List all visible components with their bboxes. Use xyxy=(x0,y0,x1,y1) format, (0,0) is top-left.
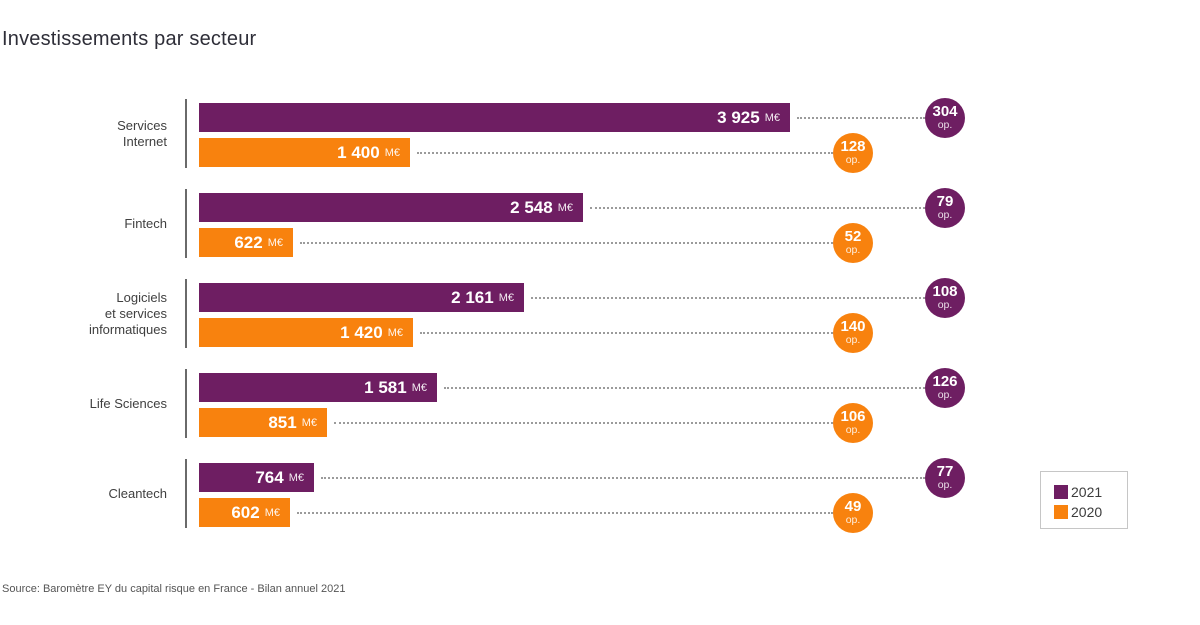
bar-unit: M€ xyxy=(301,416,317,429)
bar-2021-logiciels-et-services-informatiques: 2 161 M€ xyxy=(199,283,524,312)
bar-unit: M€ xyxy=(288,471,304,484)
operations-unit-label: op. xyxy=(937,119,953,131)
operations-count: 126 xyxy=(932,373,958,390)
operations-count: 79 xyxy=(936,193,954,210)
operations-count: 77 xyxy=(936,463,954,480)
leader-dots xyxy=(417,151,833,154)
bar-unit: M€ xyxy=(384,146,400,159)
operations-count: 52 xyxy=(844,228,862,245)
bar-value: 602 xyxy=(231,502,260,522)
chart-title: Investissements par secteur xyxy=(2,28,257,50)
bar-2021-cleantech: 764 M€ xyxy=(199,463,314,492)
operations-unit-label: op. xyxy=(845,514,861,526)
operations-circle-2020-life-sciences: 106 op. xyxy=(833,402,873,443)
operations-unit-label: op. xyxy=(937,479,953,491)
bar-unit: M€ xyxy=(498,291,514,304)
bar-value: 2 548 xyxy=(510,197,553,217)
sector-divider-line xyxy=(185,99,187,168)
bar-2021-fintech: 2 548 M€ xyxy=(199,193,583,222)
bar-unit: M€ xyxy=(557,201,573,214)
sector-label-line: et services xyxy=(104,305,167,321)
operations-unit-label: op. xyxy=(845,334,861,346)
sector-label-line: Services xyxy=(117,117,167,133)
bar-2020-life-sciences: 851 M€ xyxy=(199,408,327,437)
sector-label-cleantech: Cleantech xyxy=(0,459,167,528)
leader-dots xyxy=(420,331,833,334)
bar-unit: M€ xyxy=(411,381,427,394)
operations-unit-label: op. xyxy=(845,244,861,256)
leader-dots xyxy=(334,421,833,424)
sector-label-logiciels-et-services-informatiques: Logiciels et services informatiques xyxy=(0,279,167,348)
bar-value: 1 420 xyxy=(340,322,383,342)
sector-label-line: Cleantech xyxy=(108,485,167,501)
bar-value: 622 xyxy=(234,232,263,252)
legend-label-2021: 2021 xyxy=(1071,484,1103,500)
operations-count: 140 xyxy=(840,318,866,335)
operations-circle-2020-services-internet: 128 op. xyxy=(833,132,873,173)
legend-item-2021: 2021 xyxy=(1054,483,1127,501)
operations-circle-2020-logiciels-et-services-informatiques: 140 op. xyxy=(833,312,873,353)
source-note: Source: Baromètre EY du capital risque e… xyxy=(2,583,346,595)
bar-value: 1 400 xyxy=(337,142,380,162)
bar-unit: M€ xyxy=(764,111,780,124)
legend-item-2020: 2020 xyxy=(1054,503,1127,521)
operations-count: 106 xyxy=(840,408,866,425)
operations-unit-label: op. xyxy=(845,424,861,436)
operations-unit-label: op. xyxy=(937,389,953,401)
bar-value: 764 xyxy=(255,467,284,487)
bar-unit: M€ xyxy=(264,506,280,519)
operations-circle-2021-services-internet: 304 op. xyxy=(925,97,965,138)
sector-label-line: Fintech xyxy=(124,215,167,231)
operations-count: 128 xyxy=(840,138,866,155)
leader-dots xyxy=(300,241,833,244)
bar-unit: M€ xyxy=(387,326,403,339)
leader-dots xyxy=(590,206,925,209)
leader-dots xyxy=(444,386,925,389)
sector-label-fintech: Fintech xyxy=(0,189,167,258)
bar-value: 1 581 xyxy=(364,377,407,397)
sector-divider-line xyxy=(185,279,187,348)
bar-2020-cleantech: 602 M€ xyxy=(199,498,290,527)
sector-divider-line xyxy=(185,369,187,438)
leader-dots xyxy=(797,116,925,119)
sector-label-line: Internet xyxy=(122,133,167,149)
legend-label-2020: 2020 xyxy=(1071,504,1103,520)
operations-circle-2021-fintech: 79 op. xyxy=(925,187,965,228)
operations-circle-2020-cleantech: 49 op. xyxy=(833,492,873,533)
sector-label-line: informatiques xyxy=(88,321,167,337)
sector-divider-line xyxy=(185,459,187,528)
sector-label-line: Logiciels xyxy=(116,289,167,305)
legend-swatch-2021 xyxy=(1054,485,1068,499)
operations-unit-label: op. xyxy=(845,154,861,166)
bar-value: 3 925 xyxy=(717,107,760,127)
bar-value: 2 161 xyxy=(451,287,494,307)
legend-swatch-2020 xyxy=(1054,505,1068,519)
sector-label-services-internet: Services Internet xyxy=(0,99,167,168)
leader-dots xyxy=(297,511,833,514)
operations-count: 108 xyxy=(932,283,958,300)
bar-2020-services-internet: 1 400 M€ xyxy=(199,138,410,167)
operations-unit-label: op. xyxy=(937,209,953,221)
bar-2020-fintech: 622 M€ xyxy=(199,228,293,257)
bar-2020-logiciels-et-services-informatiques: 1 420 M€ xyxy=(199,318,413,347)
leader-dots xyxy=(531,296,925,299)
operations-circle-2021-logiciels-et-services-informatiques: 108 op. xyxy=(925,277,965,318)
operations-circle-2021-cleantech: 77 op. xyxy=(925,457,965,498)
bar-2021-services-internet: 3 925 M€ xyxy=(199,103,790,132)
sector-divider-line xyxy=(185,189,187,258)
operations-circle-2021-life-sciences: 126 op. xyxy=(925,367,965,408)
bar-2021-life-sciences: 1 581 M€ xyxy=(199,373,437,402)
legend: 2021 2020 xyxy=(1040,471,1128,529)
sector-label-line: Life Sciences xyxy=(89,395,167,411)
sector-label-life-sciences: Life Sciences xyxy=(0,369,167,438)
operations-unit-label: op. xyxy=(937,299,953,311)
leader-dots xyxy=(321,476,925,479)
operations-count: 304 xyxy=(932,103,958,120)
operations-count: 49 xyxy=(844,498,862,515)
operations-circle-2020-fintech: 52 op. xyxy=(833,222,873,263)
bar-value: 851 xyxy=(268,412,297,432)
bar-unit: M€ xyxy=(267,236,283,249)
